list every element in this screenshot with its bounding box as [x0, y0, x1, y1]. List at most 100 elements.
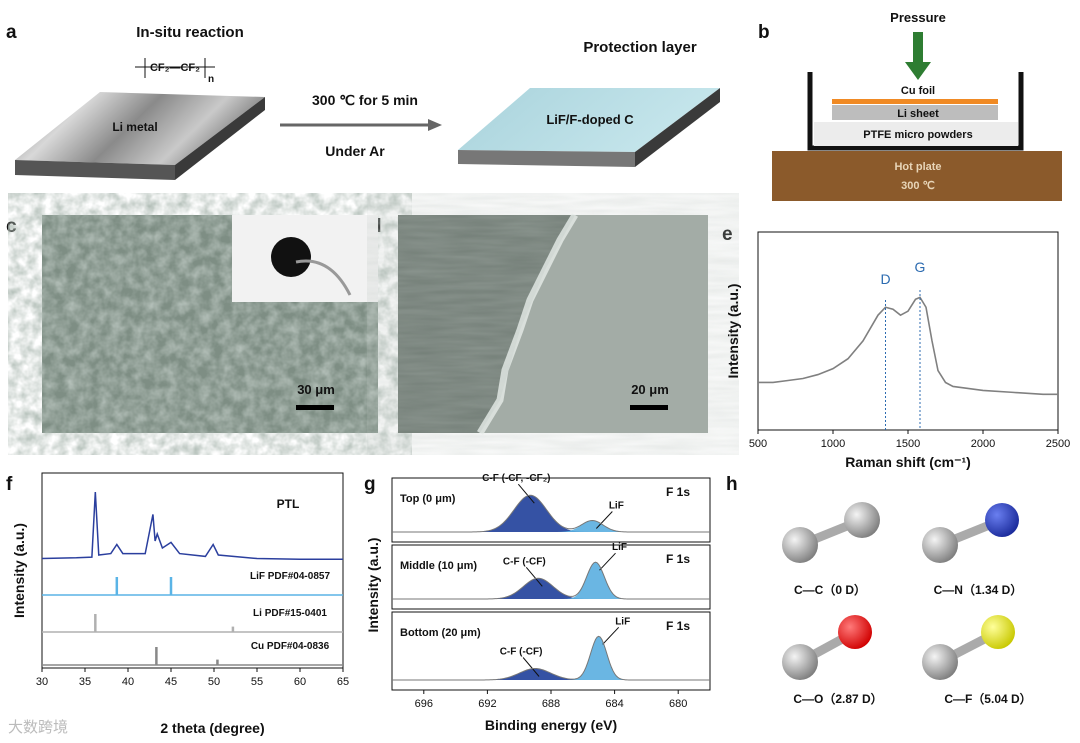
reference-label: Cu PDF#04-0836	[251, 641, 330, 652]
atom	[981, 615, 1015, 649]
container	[807, 72, 1024, 151]
xrd-curve	[41, 491, 343, 560]
atom	[922, 644, 958, 680]
atom	[922, 527, 958, 563]
molecule-label: C—O（2.87 D）	[793, 691, 882, 706]
layer-edge	[477, 213, 579, 435]
subplot-name: Middle (10 μm)	[400, 560, 477, 572]
panel-label: f	[6, 474, 13, 495]
label: Cu foil	[901, 85, 935, 97]
title: Protection layer	[583, 39, 697, 56]
xps-peak	[392, 495, 710, 532]
tweezer	[295, 259, 352, 296]
label: 300 ℃	[901, 180, 935, 192]
slab-side	[175, 97, 265, 180]
x-tick-label: 692	[478, 698, 496, 710]
label: PTFE micro powders	[863, 129, 972, 141]
hot-plate	[772, 151, 1062, 201]
x-tick-label: 30	[36, 676, 48, 688]
molecule-label: C—C（0 D）	[794, 582, 866, 597]
x-axis-label: 2 theta (degree)	[160, 720, 264, 736]
peak-leader	[602, 626, 620, 645]
x-tick-label: 45	[165, 676, 177, 688]
peak-label: LiF	[612, 542, 627, 553]
x-tick-label: 2500	[1046, 438, 1070, 450]
peak-leader	[599, 552, 616, 571]
peak-leader	[522, 657, 540, 677]
reference-label: Li PDF#15-0401	[253, 608, 327, 619]
formula: CF₂—CF₂	[150, 62, 200, 74]
plot-frame	[41, 472, 344, 669]
atom	[838, 615, 872, 649]
x-tick-label: 500	[749, 438, 767, 450]
panel-b: Pressure Cu foil Li sheet PTFE micro pow…	[772, 10, 1062, 201]
li-sheet	[832, 105, 998, 120]
protected-slab	[458, 88, 720, 152]
condition: Under Ar	[325, 143, 385, 159]
x-tick-label: 680	[669, 698, 687, 710]
molecule-label: C—N（1.34 D）	[934, 582, 1023, 597]
xps-envelope	[392, 494, 710, 533]
xps-envelope	[392, 561, 710, 600]
slab-front	[458, 150, 635, 167]
peak-label: LiF	[609, 501, 624, 512]
slab-front	[15, 160, 175, 180]
subplot-tag: F 1s	[666, 552, 690, 566]
panel-c: 30 μm	[42, 215, 378, 433]
atom	[844, 502, 880, 538]
x-tick-label: 696	[415, 698, 433, 710]
atom	[782, 644, 818, 680]
peak-label: D	[880, 271, 890, 287]
x-axis-label: Binding energy (eV)	[485, 717, 617, 733]
x-tick-label: 688	[542, 698, 560, 710]
li-slab	[15, 92, 265, 165]
slab-label: Li metal	[112, 120, 157, 134]
slab-label: LiF/F-doped C	[546, 112, 634, 127]
x-tick-label: 60	[294, 676, 306, 688]
cross-section	[480, 215, 708, 433]
plot-frame	[757, 231, 1059, 431]
atom	[985, 503, 1019, 537]
cu-foil	[832, 99, 998, 104]
xps-envelope	[392, 635, 710, 681]
scale-label: 20 μm	[631, 382, 669, 397]
panel-label: c	[6, 216, 17, 237]
x-tick-label: 2000	[971, 438, 995, 450]
panel-d: 20 μm	[398, 213, 708, 435]
panel-label: a	[6, 22, 17, 43]
label: Hot plate	[894, 161, 941, 173]
panel-h: C—C（0 D） C—N（1.34 D） C—O（2.87 D） C—F（5.0…	[782, 502, 1032, 706]
x-axis-label: Raman shift (cm⁻¹)	[845, 454, 971, 470]
series-label: PTL	[277, 497, 300, 511]
panel-label: e	[722, 224, 733, 245]
scale-bar	[296, 405, 334, 410]
x-tick-label: 1000	[821, 438, 845, 450]
panel-label: g	[364, 474, 376, 495]
title: In-situ reaction	[136, 24, 244, 41]
peak-label: C-F (-CF, -CF₂)	[482, 473, 550, 484]
scale-label: 30 μm	[297, 382, 335, 397]
peak-label: C-F (-CF)	[503, 556, 546, 567]
label: Pressure	[890, 10, 946, 25]
panel-label: b	[758, 22, 770, 43]
panel-a: In-situ reaction CF₂—CF₂ n Li metal 300 …	[15, 24, 720, 180]
x-tick-label: 35	[79, 676, 91, 688]
subplot-frame	[391, 544, 711, 610]
x-tick-label: 55	[251, 676, 263, 688]
xps-peak	[392, 578, 710, 599]
disc	[271, 237, 311, 277]
xps-peak	[392, 668, 710, 680]
subplot-frame	[391, 477, 711, 543]
subplot-tag: F 1s	[666, 485, 690, 499]
subplot-name: Bottom (20 μm)	[400, 627, 481, 639]
peak-label: C-F (-CF)	[500, 647, 543, 658]
ptfe	[814, 122, 1018, 146]
arrow-head	[428, 119, 442, 131]
reference-label: LiF PDF#04-0857	[250, 571, 330, 582]
panel-label: h	[726, 474, 738, 495]
atom	[782, 527, 818, 563]
x-tick-label: 50	[208, 676, 220, 688]
y-axis-label: Intensity (a.u.)	[725, 284, 741, 379]
peak-label: LiF	[615, 616, 630, 627]
